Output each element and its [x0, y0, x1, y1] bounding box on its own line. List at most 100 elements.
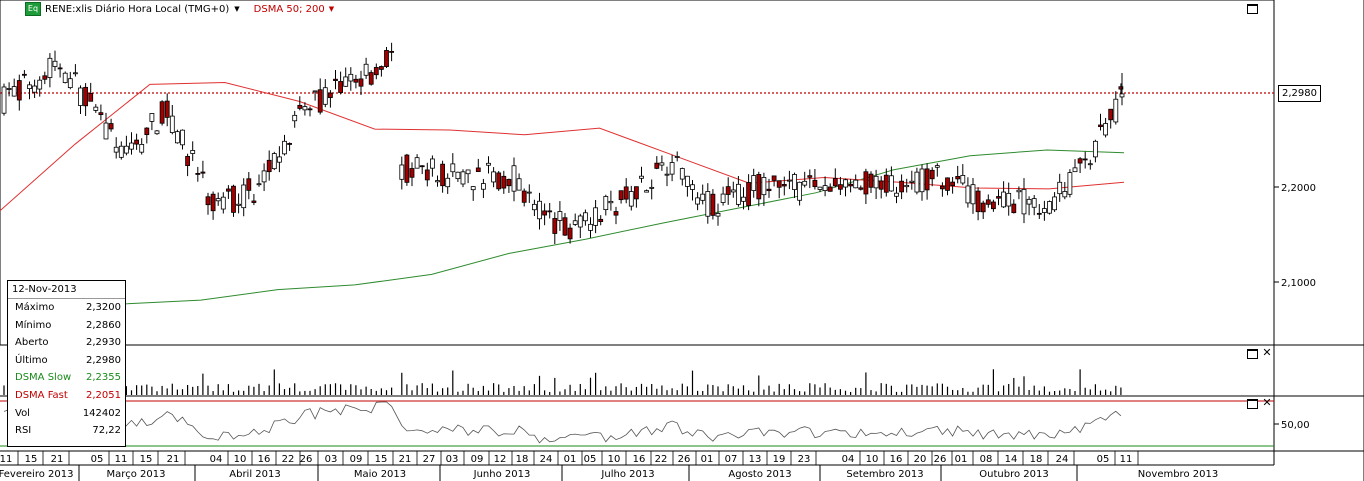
y-tick-label: 2,2000: [1281, 183, 1316, 194]
day-tick-label: 04: [842, 454, 855, 465]
candle-body: [348, 73, 354, 82]
candle-body: [761, 177, 767, 196]
candle-body: [292, 114, 298, 122]
candle-body: [353, 78, 359, 83]
day-tick-label: 08: [980, 454, 993, 465]
candle-body: [460, 171, 466, 185]
candle-body: [894, 192, 899, 197]
candle-body: [149, 113, 155, 122]
day-tick-label: 23: [798, 454, 811, 465]
day-tick-label: 03: [446, 454, 459, 465]
month-label: Maio 2013: [354, 469, 406, 480]
candle-body: [1026, 198, 1032, 205]
candle-body: [1077, 158, 1083, 164]
candle-body: [1021, 188, 1027, 215]
candles: [1, 42, 1125, 245]
candle-body: [1006, 192, 1012, 207]
candle-body: [496, 172, 502, 190]
moving-averages: [0, 81, 1125, 305]
candle-body: [108, 123, 114, 130]
chevron-down-icon[interactable]: ▼: [328, 5, 335, 13]
candle-body: [562, 217, 568, 236]
info-value: 2,2051: [86, 389, 121, 401]
candle-body: [1098, 124, 1103, 128]
day-tick-label: 10: [866, 454, 879, 465]
candle-body: [797, 181, 802, 201]
candle-body: [154, 130, 160, 135]
day-tick-label: 13: [749, 454, 762, 465]
candle-body: [776, 180, 782, 188]
instrument-title[interactable]: RENE:xlis Diário Hora Local (TMG+0): [45, 3, 230, 15]
candle-body: [1118, 86, 1124, 90]
day-tick-label: 22: [282, 454, 295, 465]
candle-body: [781, 184, 787, 187]
info-label: Último: [15, 354, 48, 366]
candle-body: [868, 173, 874, 188]
info-value: 2,2355: [86, 372, 121, 384]
candle-body: [511, 165, 517, 192]
day-tick-label: 09: [471, 454, 484, 465]
maximize-icon[interactable]: [1247, 4, 1258, 14]
candle-body: [516, 178, 522, 191]
rsi-line: [3, 401, 1122, 444]
info-label: Aberto: [15, 337, 49, 349]
candle-body: [526, 191, 532, 194]
candle-body: [822, 185, 828, 191]
maximize-icon[interactable]: [1247, 399, 1258, 409]
candle-body: [532, 203, 537, 211]
candle-body: [985, 199, 991, 205]
candle-body: [409, 168, 415, 178]
day-tick-label: 11: [1120, 454, 1133, 465]
candle-body: [450, 163, 456, 173]
candle-body: [236, 203, 242, 206]
candle-body: [338, 81, 344, 93]
day-tick-label: 24: [540, 454, 553, 465]
candle-body: [1108, 108, 1114, 121]
candle-body: [174, 131, 180, 144]
candle-body: [251, 200, 257, 203]
info-value: 72,22: [92, 425, 121, 437]
indicator-label[interactable]: DSMA 50; 200: [253, 3, 325, 15]
close-icon[interactable]: ✕: [1262, 396, 1272, 409]
close-icon[interactable]: ✕: [1262, 346, 1272, 359]
date-axis: 11 15 21 05 11 15 21 04 10 16 22 26 03 09 15 21 27 03 09 12…: [0, 451, 1218, 481]
day-tick-label: 16: [890, 454, 903, 465]
maximize-icon[interactable]: [1247, 349, 1258, 359]
candle-body: [955, 176, 961, 180]
candle-body: [695, 197, 700, 205]
candle-body: [480, 183, 486, 190]
candle-body: [98, 112, 104, 116]
candle-body: [623, 186, 629, 200]
candle-body: [287, 143, 293, 145]
candle-body: [307, 108, 313, 111]
chart-header: Eq RENE:xlis Diário Hora Local (TMG+0) ▼…: [25, 2, 334, 16]
candle-body: [945, 177, 950, 191]
candle-body: [185, 156, 191, 166]
candle-body: [659, 162, 665, 166]
candle-body: [215, 198, 221, 202]
info-row-dsma-slow: DSMA Slow 2,2355: [8, 369, 125, 387]
candle-body: [231, 185, 236, 213]
candle-body: [736, 183, 741, 205]
candle-body: [445, 177, 451, 188]
candle-body: [200, 171, 206, 174]
candle-body: [1016, 189, 1022, 193]
candle-body: [389, 50, 395, 53]
candle-body: [608, 200, 614, 204]
candle-body: [88, 92, 94, 102]
day-tick-label: 19: [773, 454, 786, 465]
candle-body: [603, 196, 609, 210]
candle-body: [1087, 163, 1093, 166]
info-value: 2,2930: [86, 337, 121, 349]
candle-body: [547, 210, 553, 213]
chevron-down-icon[interactable]: ▼: [234, 5, 240, 13]
candle-body: [1113, 98, 1119, 123]
candle-body: [940, 185, 945, 190]
candle-body: [322, 87, 328, 105]
candle-body: [73, 72, 78, 75]
info-label: Máximo: [15, 302, 55, 313]
candle-body: [766, 188, 772, 192]
day-tick-label: 11: [115, 454, 128, 465]
